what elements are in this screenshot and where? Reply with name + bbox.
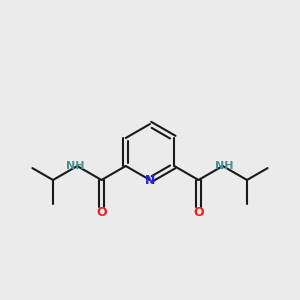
Text: O: O <box>193 206 204 219</box>
Text: O: O <box>96 206 107 219</box>
Text: N: N <box>145 173 155 187</box>
Text: NH: NH <box>66 161 85 171</box>
Text: NH: NH <box>215 161 234 171</box>
